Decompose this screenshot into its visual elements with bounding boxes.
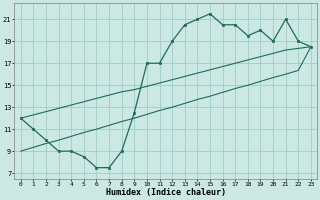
X-axis label: Humidex (Indice chaleur): Humidex (Indice chaleur) bbox=[106, 188, 226, 197]
